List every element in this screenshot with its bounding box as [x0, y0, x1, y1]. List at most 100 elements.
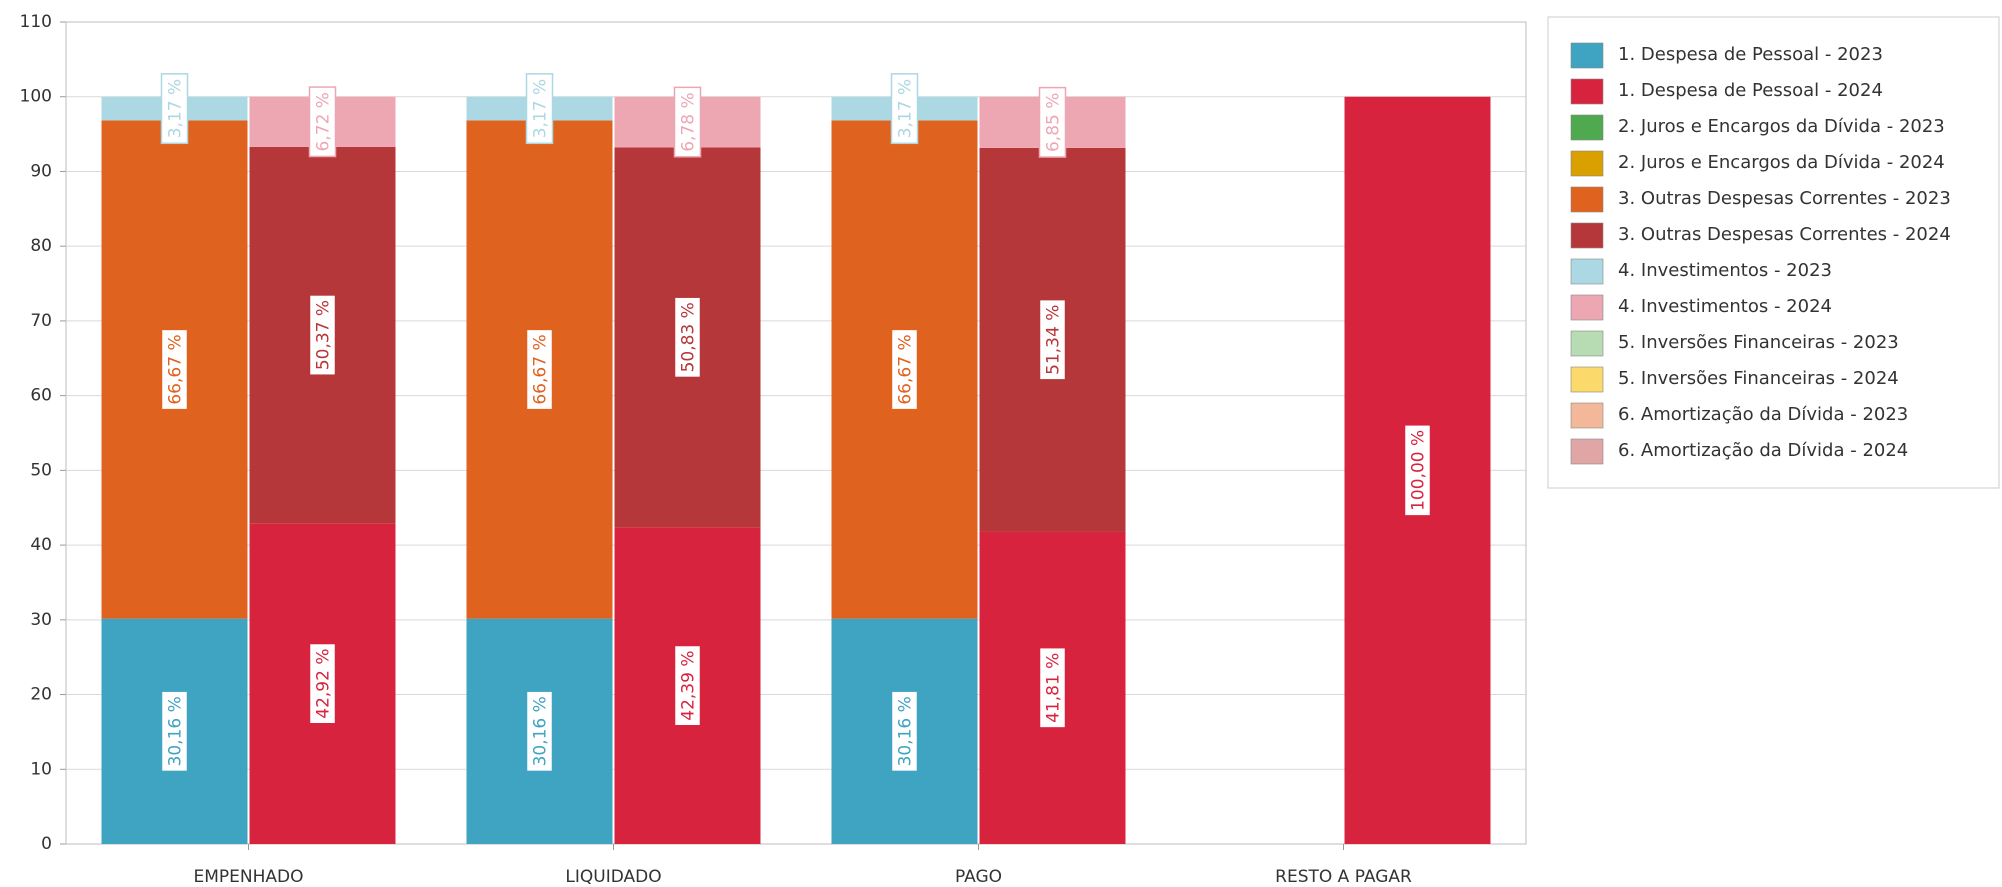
data-label-box: [1038, 86, 1067, 158]
x-tick-label: LIQUIDADO: [565, 867, 661, 887]
data-label: 3,17 %: [890, 73, 919, 145]
legend-box: [1547, 16, 2000, 489]
data-label-text: 42,39 %: [679, 650, 699, 720]
legend-swatch: [1570, 438, 1604, 465]
data-label: 6,85 %: [1038, 86, 1067, 158]
data-label-box: [525, 328, 554, 411]
data-label-text: 30,16 %: [896, 696, 916, 766]
data-label-text: 6,72 %: [314, 92, 334, 151]
data-label-box: [160, 690, 189, 773]
y-tick-label: 20: [30, 685, 52, 705]
data-label: 51,34 %: [1038, 298, 1067, 381]
y-tick-label: 0: [41, 834, 52, 854]
data-label-box: [525, 690, 554, 773]
data-label-text: 6,85 %: [1044, 93, 1064, 152]
legend-label: 6. Amortização da Dívida - 2023: [1618, 404, 1908, 425]
data-label-box: [890, 328, 919, 411]
data-label: 66,67 %: [160, 328, 189, 411]
data-label-box: [525, 73, 554, 145]
y-tick-label: 60: [30, 386, 52, 406]
data-label-box: [308, 294, 337, 376]
legend-swatch: [1570, 114, 1604, 141]
data-label: 66,67 %: [890, 328, 919, 411]
legend-swatch: [1570, 402, 1604, 429]
data-label-text: 3,17 %: [531, 79, 551, 138]
y-tick-label: 30: [30, 610, 52, 630]
legend-label: 3. Outras Despesas Correntes - 2023: [1618, 188, 1951, 209]
y-tick-label: 50: [30, 460, 52, 480]
legend-label: 2. Juros e Encargos da Dívida - 2023: [1618, 116, 1945, 137]
data-label-box: [673, 86, 702, 158]
data-label: 3,17 %: [160, 73, 189, 145]
legend-swatch: [1570, 78, 1604, 105]
data-label: 66,67 %: [525, 328, 554, 411]
data-label-text: 66,67 %: [166, 334, 186, 404]
legend-swatch: [1570, 42, 1604, 69]
legend-swatch: [1570, 294, 1604, 321]
data-label: 50,83 %: [673, 296, 702, 379]
data-label-box: [308, 642, 337, 725]
legend-label: 4. Investimentos - 2024: [1618, 296, 1832, 317]
legend-label: 5. Inversões Financeiras - 2024: [1618, 368, 1899, 389]
y-tick-label: 100: [20, 87, 52, 107]
data-label-box: [890, 690, 919, 773]
data-label-box: [890, 73, 919, 145]
x-tick-label: EMPENHADO: [193, 867, 303, 887]
data-label-text: 6,78 %: [679, 92, 699, 151]
legend-label: 1. Despesa de Pessoal - 2023: [1618, 44, 1883, 65]
legend-label: 4. Investimentos - 2023: [1618, 260, 1832, 281]
legend-swatch: [1570, 222, 1604, 249]
data-label: 30,16 %: [890, 690, 919, 773]
data-label-text: 30,16 %: [166, 696, 186, 766]
legend-swatch: [1570, 366, 1604, 393]
data-label-box: [673, 644, 702, 727]
data-label: 3,17 %: [525, 73, 554, 145]
y-tick-label: 110: [20, 12, 52, 32]
legend-label: 3. Outras Despesas Correntes - 2024: [1618, 224, 1951, 245]
legend-label: 6. Amortização da Dívida - 2024: [1618, 440, 1908, 461]
data-label-text: 50,37 %: [314, 300, 334, 370]
data-label-box: [160, 328, 189, 411]
data-label: 6,72 %: [308, 86, 337, 158]
y-tick-label: 90: [30, 161, 52, 181]
legend-label: 2. Juros e Encargos da Dívida - 2024: [1618, 152, 1945, 173]
data-label-text: 3,17 %: [896, 79, 916, 138]
data-label-text: 100,00 %: [1409, 430, 1429, 511]
data-label: 6,78 %: [673, 86, 702, 158]
x-tick-label: RESTO A PAGAR: [1275, 867, 1412, 887]
data-label-box: [308, 86, 337, 158]
data-label: 50,37 %: [308, 294, 337, 376]
data-label-box: [673, 296, 702, 379]
data-label-box: [160, 73, 189, 145]
data-label-text: 66,67 %: [896, 334, 916, 404]
data-label-text: 50,83 %: [679, 302, 699, 372]
x-tick-label: PAGO: [955, 867, 1002, 887]
y-tick-label: 80: [30, 236, 52, 256]
data-label: 30,16 %: [160, 690, 189, 773]
data-label: 100,00 %: [1403, 424, 1432, 517]
legend-label: 1. Despesa de Pessoal - 2024: [1618, 80, 1883, 101]
y-tick-label: 70: [30, 311, 52, 331]
data-label-box: [1038, 298, 1067, 381]
data-label-box: [1403, 424, 1432, 517]
data-label-box: [1038, 646, 1067, 729]
data-label: 42,92 %: [308, 642, 337, 725]
legend-label: 5. Inversões Financeiras - 2023: [1618, 332, 1899, 353]
plot-border: [65, 21, 1527, 845]
y-tick-label: 10: [30, 759, 52, 779]
y-tick-label: 40: [30, 535, 52, 555]
legend-swatch: [1570, 258, 1604, 285]
data-label: 41,81 %: [1038, 646, 1067, 729]
data-label-text: 41,81 %: [1044, 653, 1064, 723]
data-label-text: 66,67 %: [531, 334, 551, 404]
data-label-text: 51,34 %: [1044, 305, 1064, 375]
data-label: 30,16 %: [525, 690, 554, 773]
legend-swatch: [1570, 330, 1604, 357]
legend-swatch: [1570, 150, 1604, 177]
data-label-text: 42,92 %: [314, 649, 334, 719]
data-label: 42,39 %: [673, 644, 702, 727]
data-label-text: 3,17 %: [166, 79, 186, 138]
data-label-text: 30,16 %: [531, 696, 551, 766]
legend-swatch: [1570, 186, 1604, 213]
